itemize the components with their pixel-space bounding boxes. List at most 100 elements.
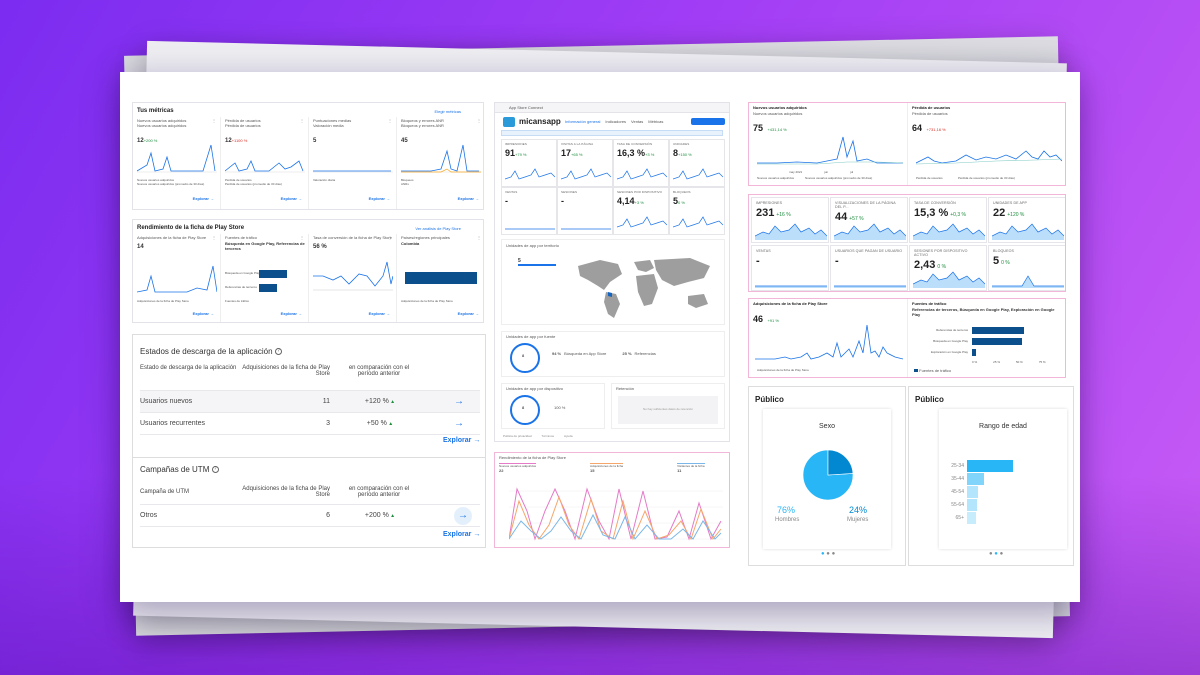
kpi-delta: 0 % bbox=[678, 200, 685, 205]
carousel-dots[interactable]: ● ● ● bbox=[989, 551, 1004, 557]
metric-legend: Pérdida de usuarios bbox=[225, 178, 252, 182]
kpi-label: Unidades de app bbox=[993, 201, 1028, 205]
center-kpi-card[interactable]: Bloqueos 50 % bbox=[669, 187, 725, 235]
table-row[interactable]: Otros 6 +200 % ▲ → bbox=[140, 505, 480, 527]
more-icon[interactable]: ⋮ bbox=[212, 235, 216, 240]
arrow-right-icon[interactable]: → bbox=[454, 396, 464, 407]
utm-title: Campañas de UTM bbox=[140, 465, 210, 474]
age-bar-row[interactable]: 45-54 bbox=[945, 485, 1063, 498]
kpi-label: Visualizaciones de la página del p... bbox=[835, 201, 896, 209]
chart-legend-item[interactable]: Visitantes de la ficha 11 bbox=[677, 463, 705, 473]
more-icon[interactable]: ⋮ bbox=[388, 118, 392, 123]
explore-link[interactable]: Explorar → bbox=[368, 196, 390, 201]
bar-label: Referencias de terceros bbox=[936, 327, 968, 332]
traffic-bar-row[interactable]: Exploración en Google Play bbox=[912, 347, 1062, 358]
more-icon[interactable]: ⋮ bbox=[300, 235, 304, 240]
explore-link[interactable]: Explorar → bbox=[457, 196, 479, 201]
age-bar-row[interactable]: 55-64 bbox=[945, 498, 1063, 511]
chart-legend-item[interactable]: Nuevos usuarios adquiridos 22 bbox=[499, 463, 537, 473]
explore-link[interactable]: Explorar → bbox=[192, 311, 214, 316]
explore-link[interactable]: Explorar → bbox=[443, 437, 481, 444]
tab-item[interactable]: Ventas bbox=[631, 119, 644, 124]
chart-legend-item[interactable]: Adquisiciones de la ficha 15 bbox=[590, 463, 624, 473]
table-row[interactable]: Usuarios nuevos 11 +120 % ▲ → bbox=[140, 391, 480, 413]
metric-value: 5 bbox=[313, 138, 317, 144]
right-kpi-card[interactable]: Unidades de app 22 +120 % bbox=[988, 197, 1065, 243]
help-icon[interactable]: ? bbox=[274, 348, 282, 356]
performance-chart bbox=[405, 272, 477, 284]
tab-item[interactable]: Indicadores bbox=[605, 119, 627, 124]
more-icon[interactable]: ⋮ bbox=[212, 118, 216, 123]
more-icon[interactable]: ⋮ bbox=[477, 118, 481, 123]
kpi-sparkline bbox=[617, 216, 667, 228]
pie-slice-women[interactable] bbox=[827, 449, 854, 476]
right-kpi-card[interactable]: Visualizaciones de la página del p... 44 +… bbox=[830, 197, 908, 243]
more-icon[interactable]: ⋮ bbox=[300, 118, 304, 123]
kpi-label: Bloqueos bbox=[673, 190, 691, 194]
center-kpi-card[interactable]: Unidades 8+150 % bbox=[669, 139, 725, 187]
carousel-dots[interactable]: ● ● ● bbox=[821, 551, 836, 557]
explore-link[interactable]: Explorar → bbox=[280, 311, 302, 316]
arrow-right-icon[interactable]: → bbox=[454, 418, 464, 429]
kpi-delta: +65 % bbox=[571, 152, 583, 157]
right-kpi-card[interactable]: Bloqueos 5 0 % bbox=[988, 245, 1065, 291]
more-icon[interactable]: ⋮ bbox=[388, 235, 392, 240]
action-button[interactable] bbox=[691, 118, 725, 125]
center-kpi-card[interactable]: Ventas - bbox=[501, 187, 557, 235]
traffic-bar-row[interactable]: Referencias de terceros bbox=[912, 325, 1062, 336]
view-play-store-link[interactable]: Ver análisis de Play Store bbox=[415, 226, 461, 231]
age-bar-row[interactable]: 65+ bbox=[945, 511, 1063, 524]
explore-link[interactable]: Explorar → bbox=[443, 531, 481, 538]
right-kpi-card[interactable]: Ventas - bbox=[751, 245, 829, 291]
right-kpi-card[interactable]: Sesiones por dispositivo activo 2,43 0 % bbox=[909, 245, 987, 291]
right-kpi-card[interactable]: Tasa de conversión 15,3 % +0,3 % bbox=[909, 197, 987, 243]
explore-link[interactable]: Explorar → bbox=[280, 196, 302, 201]
gender-chart-card: Sexo 76% Hombres 24% Mujeres bbox=[763, 409, 891, 549]
row-delta: +50 % bbox=[366, 420, 387, 427]
trend-up-icon: ▲ bbox=[386, 421, 394, 427]
tab-item[interactable]: Información general bbox=[565, 119, 601, 124]
center-kpi-card[interactable]: Tasa de conversión 16,3 %+3 % bbox=[613, 139, 669, 187]
performance-legend: Adquisiciones de la ficha de Play Store bbox=[137, 299, 189, 303]
pie-slice-men[interactable] bbox=[802, 449, 854, 501]
explore-link[interactable]: Explorar → bbox=[457, 311, 479, 316]
traffic-sources-card: Fuentes de tráfico Referencias de tercer… bbox=[908, 299, 1065, 377]
explore-link[interactable]: Explorar → bbox=[368, 311, 390, 316]
help-icon[interactable]: ? bbox=[211, 466, 219, 474]
right-kpi-card[interactable]: Usuarios que pagan de usuario - bbox=[830, 245, 908, 291]
performance-card-title: Adquisiciones de la ficha de Play Store bbox=[137, 235, 207, 240]
kpi-label: Tasa de conversión bbox=[914, 201, 956, 205]
row-label: Usuarios nuevos bbox=[140, 398, 193, 405]
bar-label: Búsqueda en Google Play bbox=[933, 338, 968, 343]
source-row: 25 % Referencias bbox=[622, 351, 656, 356]
kpi-value: 5 bbox=[993, 255, 1000, 267]
more-icon[interactable]: ⋮ bbox=[477, 235, 481, 240]
trend-up-icon: ▲ bbox=[388, 399, 396, 405]
center-kpi-card[interactable]: Sesiones por dispositivo 4,14+3 % bbox=[613, 187, 669, 235]
tab-item[interactable]: Métricas bbox=[648, 119, 664, 124]
performance-card: Fuentes de tráfico Búsqueda en Google Pla… bbox=[221, 234, 309, 322]
center-kpi-card[interactable]: Sesiones - bbox=[557, 187, 613, 235]
kpi-value: 231 bbox=[756, 207, 775, 219]
kpi-value: 4,14 bbox=[617, 196, 635, 206]
age-bar-row[interactable]: 35-44 bbox=[945, 472, 1063, 485]
center-kpi-card[interactable]: Impresiones 91+79 % bbox=[501, 139, 557, 187]
footer-link[interactable]: Términos bbox=[541, 434, 555, 438]
explore-link[interactable]: Explorar → bbox=[192, 196, 214, 201]
footer-link[interactable]: Política de privacidad bbox=[503, 434, 532, 438]
arrow-right-icon[interactable]: → bbox=[454, 506, 472, 525]
choose-metrics-link[interactable]: Elegir métricas bbox=[434, 109, 461, 114]
age-bar bbox=[967, 485, 979, 498]
center-kpi-card[interactable]: Visitas a la página 17+65 % bbox=[557, 139, 613, 187]
table-row[interactable]: Usuarios recurrentes 3 +50 % ▲ → bbox=[140, 413, 480, 435]
kpi-value: 8 bbox=[673, 148, 679, 158]
col-header: Campaña de UTM bbox=[140, 488, 190, 495]
age-tick-label: 65+ bbox=[955, 514, 964, 521]
age-bar-row[interactable]: 25-34 bbox=[945, 459, 1063, 472]
world-map bbox=[578, 258, 710, 318]
footer-link[interactable]: Ayuda bbox=[564, 434, 573, 438]
performance-card: Tasa de conversión de la ficha de Play S… bbox=[309, 234, 397, 322]
right-kpi-card[interactable]: Impresiones 231 +16 % bbox=[751, 197, 829, 243]
traffic-bar-row[interactable]: Búsqueda en Google Play bbox=[912, 336, 1062, 347]
kpi-delta: +0,3 % bbox=[950, 212, 966, 218]
